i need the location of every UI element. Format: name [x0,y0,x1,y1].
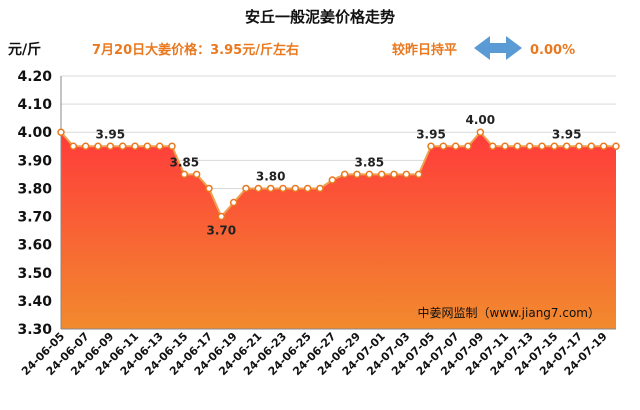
y-tick-label: 3.60 [17,238,52,254]
axes [60,76,616,330]
watermark-text: 中姜网监制（www.jiang7.com） [418,305,600,320]
y-tick-label: 3.30 [17,322,52,338]
data-label: 3.85 [170,155,200,169]
data-label: 3.85 [355,155,385,169]
data-point [340,170,349,179]
data-labels: 3.95 3.85 3.70 3.80 3.85 3.95 4.00 3.95 [96,113,582,237]
data-point [538,142,546,151]
x-axis-ticks: 24-06-0524-06-0724-06-0924-06-1124-06-13… [19,330,610,378]
data-point [365,170,374,179]
data-point [390,170,398,179]
data-label: 3.70 [207,224,237,238]
y-tick-label: 4.10 [17,97,52,113]
data-point [155,142,164,151]
data-point [476,128,485,136]
data-point [118,142,127,151]
data-point [525,142,534,151]
data-label: 3.95 [96,127,126,141]
data-label: 3.80 [256,169,286,183]
data-label: 3.95 [552,127,582,141]
data-point [587,142,596,151]
data-point [254,184,263,193]
data-point [106,142,115,151]
unit-label: 元/斤 [8,41,41,58]
price-area [61,132,616,329]
data-point [81,142,90,151]
data-point [168,142,176,151]
data-point [501,142,509,151]
data-point [57,128,65,136]
data-point [266,184,275,193]
change-percent: 0.00% [530,43,575,58]
price-markers [57,128,620,221]
data-point [279,184,287,193]
data-point [143,142,152,151]
data-point [94,142,102,151]
data-point [402,170,411,179]
data-point [377,170,386,179]
data-point [192,170,201,179]
data-point [353,170,361,179]
y-tick-label: 3.90 [17,153,52,169]
data-point [439,142,448,151]
y-tick-label: 3.80 [17,181,52,197]
data-point [242,184,250,193]
y-axis-ticks: 3.30 3.40 3.50 3.60 3.70 3.80 3.90 4.00 4.10 4.20 [17,69,52,338]
data-label: 4.00 [466,113,496,127]
y-tick-label: 3.40 [17,294,52,310]
series-line [60,130,616,219]
data-point [217,212,226,221]
data-point [562,142,571,151]
data-point [550,142,559,151]
y-tick-label: 4.20 [17,69,52,85]
data-point [205,184,213,193]
area-fill [61,132,616,329]
price-summary: 7月20日大姜价格：3.95元/斤左右 [92,42,299,58]
compare-text: 较昨日持平 [392,42,457,58]
y-tick-label: 3.50 [17,266,52,282]
y-tick-label: 3.70 [17,210,52,226]
data-point [69,142,78,151]
left-right-arrow-icon [474,36,522,60]
data-point [229,198,238,207]
data-point [488,142,497,151]
data-point [180,170,189,179]
data-label: 3.95 [416,127,446,141]
data-point [451,142,460,151]
y-tick-label: 4.00 [17,125,52,141]
data-point [303,184,312,193]
data-point [414,170,423,179]
data-point [328,176,337,184]
data-point [291,184,300,193]
data-point [464,142,472,151]
data-point [131,142,139,151]
data-point [599,142,608,151]
data-point [316,184,324,193]
data-point [427,142,435,151]
price-line [60,130,616,219]
data-point [612,142,620,151]
data-point [575,142,583,151]
chart-title: 安丘一般泥姜价格走势 [245,8,395,26]
data-point [513,142,522,151]
